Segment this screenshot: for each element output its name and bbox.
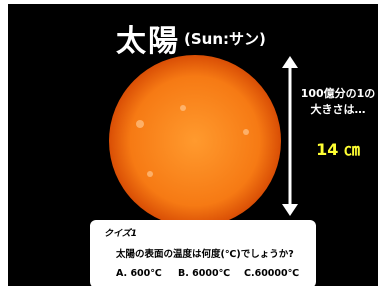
size-value: 14 ㎝ xyxy=(300,136,376,160)
quiz-box: クイズ1 太陽の表面の温度は何度(℃)でしょうか? A. 600℃ B. 600… xyxy=(90,220,316,286)
sun xyxy=(109,55,281,227)
sunspot xyxy=(136,120,144,128)
subtitle: (Sun:サン) xyxy=(184,28,266,49)
quiz-option: C.60000℃ xyxy=(244,268,299,279)
quiz-option: B. 6000℃ xyxy=(178,268,230,279)
scale-line: 100億分の1の xyxy=(300,86,376,102)
scale-line: 大きさは… xyxy=(300,102,376,118)
quiz-option: A. 600℃ xyxy=(116,268,162,279)
slide: 太陽 (Sun:サン) 100億分の1の 大きさは… 14 ㎝ クイズ1 太陽の… xyxy=(8,4,378,286)
scale-text: 100億分の1の 大きさは… xyxy=(300,86,376,118)
sunspot xyxy=(147,171,153,177)
page: {"slide": {"title": "太陽", "subtitle": "(… xyxy=(0,0,386,288)
quiz-question: 太陽の表面の温度は何度(℃)でしょうか? xyxy=(116,246,294,260)
sunspot xyxy=(243,129,249,135)
size-arrow xyxy=(282,56,298,216)
title: 太陽 xyxy=(116,16,180,60)
quiz-label: クイズ1 xyxy=(104,226,137,239)
sunspot xyxy=(180,105,186,111)
